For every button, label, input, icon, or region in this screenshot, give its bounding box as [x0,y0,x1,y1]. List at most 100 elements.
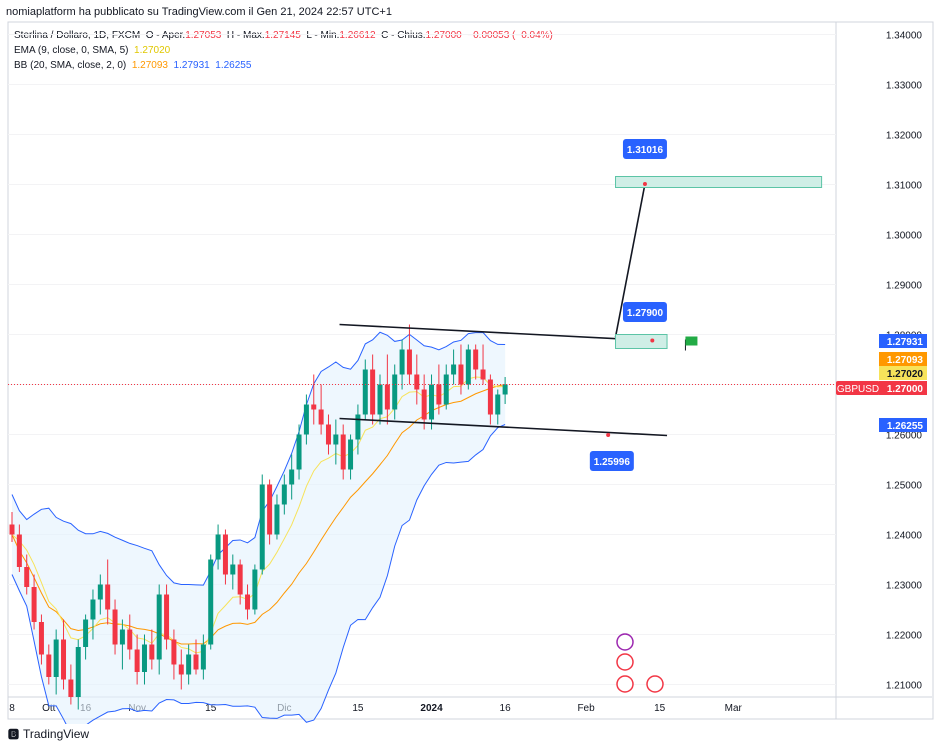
candle-body [274,504,280,535]
candle-body [97,584,103,600]
price-chart[interactable]: 1.34000 1.33000 1.32000 1.31000 1.30000 1.290… [0,0,940,724]
candle-body [215,534,221,560]
candle-body [436,384,442,405]
lower-channel-line [339,417,668,437]
candle-body [451,364,457,375]
target-zone [615,176,823,188]
candle-body [406,349,412,375]
bollinger-upper-line [11,331,506,586]
y-tick-label: 1.34000 [886,31,923,42]
candle-body [333,434,339,445]
breakout-zone [615,334,668,349]
annotation-callout [622,302,667,322]
candle-body [53,639,59,677]
candle-body [178,664,184,675]
close-value: 1.27000 [425,30,462,41]
candle-body [141,644,147,672]
candle-body [134,649,140,672]
candle-body [237,564,243,595]
candle-body [24,567,30,587]
candle-body [230,564,236,575]
candle-body [38,622,44,655]
candle-body [421,389,427,420]
y-tick-label: 1.22000 [886,631,923,642]
candle-body [46,654,52,677]
x-tick-label: 15 [352,703,364,714]
candle-body [311,404,317,410]
candle-body [458,364,464,385]
footer-brand: 🅱 TradingView [8,726,89,742]
candle-body [495,394,501,415]
candle-body [259,484,265,570]
published-by-line: nomiaplatform ha pubblicato su TradingVi… [6,6,392,18]
candle-body [119,629,125,645]
symbol-legend-row: Sterlina / Dollaro, 1D, FXCM O - Aper.1.… [14,28,553,43]
candle-body [156,594,162,660]
y-tick-label: 1.29000 [886,281,923,292]
price-axis-label [879,418,927,432]
brand-name: TradingView [23,727,90,741]
candle-body [105,584,111,610]
candle-body [252,569,258,610]
candle-body [362,369,368,415]
candle-body [127,629,133,650]
y-tick-label: 1.30000 [886,231,923,242]
economic-event-icon [616,675,634,693]
annotation-label: 1.31016 [627,145,664,156]
economic-event-icon [616,633,634,651]
price-axis-label-text: 1.27000 [887,384,924,395]
candle-body [208,559,214,645]
price-axis-label-text: 1.27020 [887,369,924,380]
candle-body [200,644,206,670]
candle-body [414,374,420,390]
symbol-name: Sterlina / Dollaro, 1D, FXCM [14,30,141,41]
projection-line [614,183,646,338]
candle-body [399,349,405,375]
bb-label: BB (20, SMA, close, 2, 0) [14,60,127,71]
candle-body [193,654,199,670]
candle-body [370,369,376,415]
economic-event-icon [616,653,634,671]
y-tick-label: 1.25000 [886,481,923,492]
candle-body [267,484,273,535]
candle-body [296,434,302,470]
y-tick-label: 1.24000 [886,531,923,542]
candle-body [318,409,324,425]
price-axis-label-text: 1.27093 [887,355,924,366]
x-tick-label: 15 [654,703,666,714]
candle-body [473,349,479,370]
candle-body [9,524,15,535]
bb-basis-value: 1.27093 [131,60,168,71]
breakout-point [650,338,655,343]
low-label: L - Min. [306,30,340,41]
ema-legend-row: EMA (9, close, 0, SMA, 5) 1.27020 [14,43,553,58]
flag-icon [685,336,698,346]
candle-body [392,374,398,410]
x-tick-label: 15 [205,703,217,714]
annotation-callout [589,451,634,471]
price-axis-label [879,381,927,395]
price-axis-label [879,352,927,366]
candle-body [502,384,508,395]
candle-body [355,414,361,440]
bb-upper-value: 1.27931 [173,60,210,71]
x-tick-label: 2024 [420,703,443,714]
low-value: 1.26612 [339,30,376,41]
high-label: H - Max. [226,30,265,41]
candle-body [325,424,331,445]
ema-label: EMA (9, close, 0, SMA, 5) [14,45,129,56]
upper-channel-line [339,323,653,342]
price-axis-label [879,366,927,380]
candle-body [303,404,309,435]
candle-body [222,534,228,575]
target-point [642,182,647,186]
price-axis-label-text: 1.26255 [887,421,924,432]
candle-body [61,639,67,680]
candle-body [429,384,435,420]
symbol-tag [836,381,880,395]
candle-body [465,349,471,385]
annotation-callout [622,139,667,159]
candle-body [384,384,390,410]
candle-body [149,644,155,660]
candle-body [164,594,170,640]
